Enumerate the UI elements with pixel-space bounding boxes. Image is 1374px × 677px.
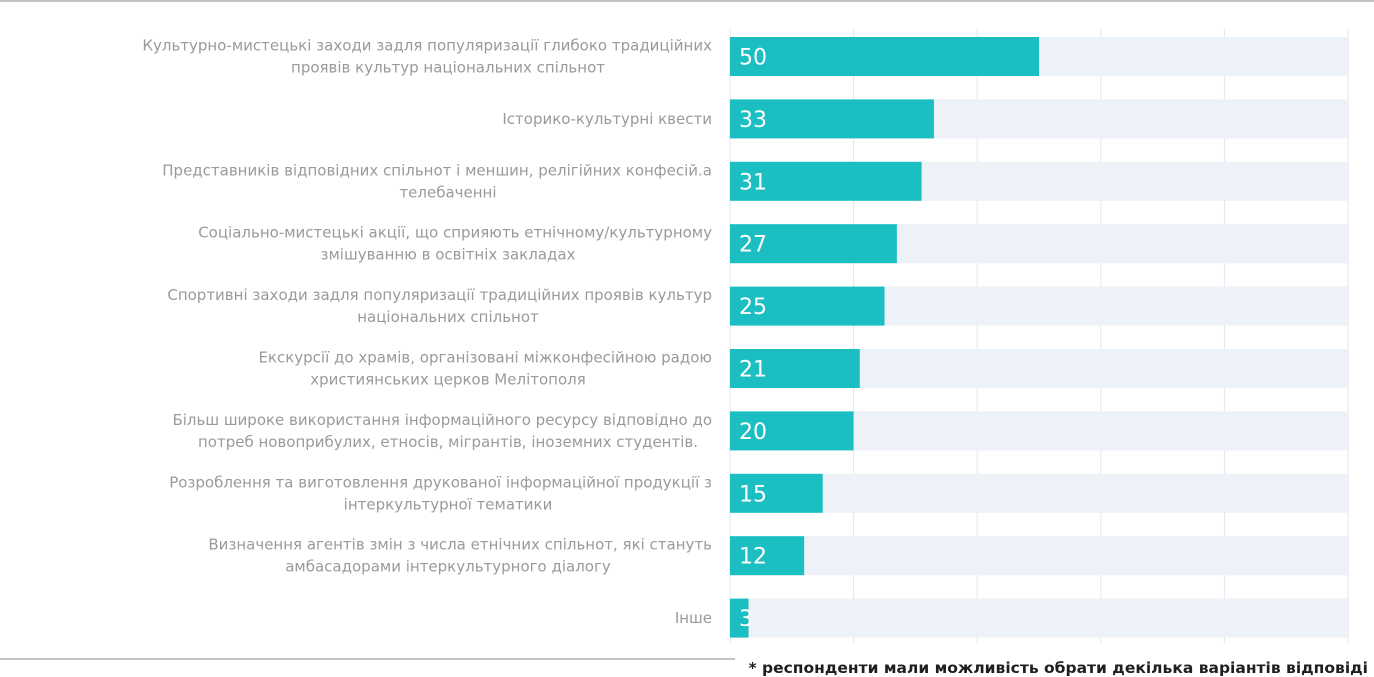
value-label: 50 <box>739 46 767 71</box>
category-label: телебаченні <box>399 183 496 201</box>
value-label: 20 <box>739 420 767 445</box>
bar-track <box>730 473 1348 513</box>
value-label: 27 <box>739 233 767 258</box>
bar <box>730 349 860 388</box>
bar-track <box>730 598 1348 638</box>
bar <box>730 224 897 264</box>
value-label: 21 <box>739 358 767 383</box>
category-label: Екскурсії до храмів, організовані міжкон… <box>258 349 712 367</box>
category-label: Історико-культурні квести <box>502 110 712 128</box>
bars: 50 33 31 27 25 21 20 15 12 3 <box>730 37 1348 638</box>
category-label: Соціально-мистецькі акції, що сприяють е… <box>198 224 712 242</box>
category-label: християнських церков Мелітополя <box>310 371 586 389</box>
category-label: інтеркультурної тематики <box>344 495 553 513</box>
category-label: Більш широке використання інформаційного… <box>172 411 712 429</box>
value-label: 15 <box>739 482 767 507</box>
bar-track <box>730 536 1348 576</box>
bar <box>730 536 805 576</box>
category-label: змішуванню в освітніх закладах <box>321 246 576 264</box>
bar <box>730 473 823 513</box>
category-label: Спортивні заходи задля популяризації тра… <box>167 286 712 304</box>
bar <box>730 37 1039 76</box>
bar <box>730 161 922 201</box>
footnote: * респонденти мали можливість обрати дек… <box>749 659 1369 677</box>
category-labels: Культурно-мистецькі заходи задля популяр… <box>142 37 712 628</box>
category-label: Культурно-мистецькі заходи задля популяр… <box>142 37 712 55</box>
bar <box>730 286 885 326</box>
category-label: потреб новоприбулих, етносів, мігрантів,… <box>198 433 698 451</box>
bar <box>730 99 934 139</box>
category-label: національних спільнот <box>357 308 539 326</box>
value-label: 31 <box>739 170 767 195</box>
category-label: Визначення агентів змін з числа етнічних… <box>208 536 712 554</box>
value-label: 12 <box>739 545 767 570</box>
category-label: проявів культур національних спільнот <box>291 59 605 77</box>
value-label: 25 <box>739 295 767 320</box>
bar <box>730 411 854 451</box>
category-label: Розроблення та виготовлення друкованої і… <box>169 473 712 491</box>
category-label: Інше <box>675 609 712 627</box>
bar <box>730 598 749 638</box>
value-label: 3 <box>739 607 753 632</box>
category-label: амбасадорами інтеркультурного діалогу <box>285 558 611 576</box>
value-label: 33 <box>739 108 767 133</box>
category-label: Представників відповідних спільнот і мен… <box>162 161 712 179</box>
